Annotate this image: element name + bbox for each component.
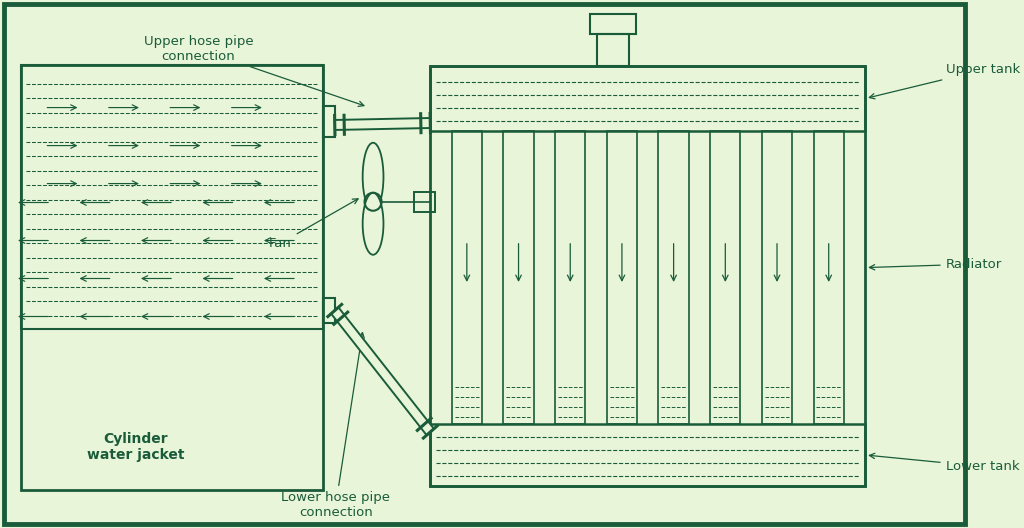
- Bar: [597, 34, 629, 66]
- Text: Radiator: Radiator: [869, 258, 1001, 270]
- Bar: [324, 106, 335, 137]
- Text: Lower tank: Lower tank: [869, 454, 1019, 473]
- Bar: [658, 131, 689, 424]
- Polygon shape: [335, 118, 430, 130]
- Bar: [555, 131, 586, 424]
- Polygon shape: [331, 307, 434, 435]
- Bar: [20, 65, 324, 328]
- Text: Upper hose pipe
connection: Upper hose pipe connection: [143, 35, 364, 107]
- Bar: [452, 131, 482, 424]
- Ellipse shape: [362, 143, 383, 211]
- Bar: [762, 131, 793, 424]
- Bar: [430, 66, 865, 131]
- Text: Cylinder
water jacket: Cylinder water jacket: [87, 432, 184, 462]
- Text: Fan: Fan: [269, 199, 358, 250]
- Bar: [590, 14, 636, 34]
- Bar: [20, 65, 324, 490]
- Ellipse shape: [362, 193, 383, 254]
- Bar: [414, 192, 435, 212]
- Bar: [607, 131, 637, 424]
- Bar: [711, 131, 740, 424]
- Bar: [430, 66, 865, 486]
- Text: Upper tank: Upper tank: [869, 63, 1020, 99]
- Bar: [430, 424, 865, 486]
- Text: Lower hose pipe
connection: Lower hose pipe connection: [282, 333, 390, 519]
- Bar: [814, 131, 844, 424]
- Bar: [504, 131, 534, 424]
- Bar: [324, 297, 335, 323]
